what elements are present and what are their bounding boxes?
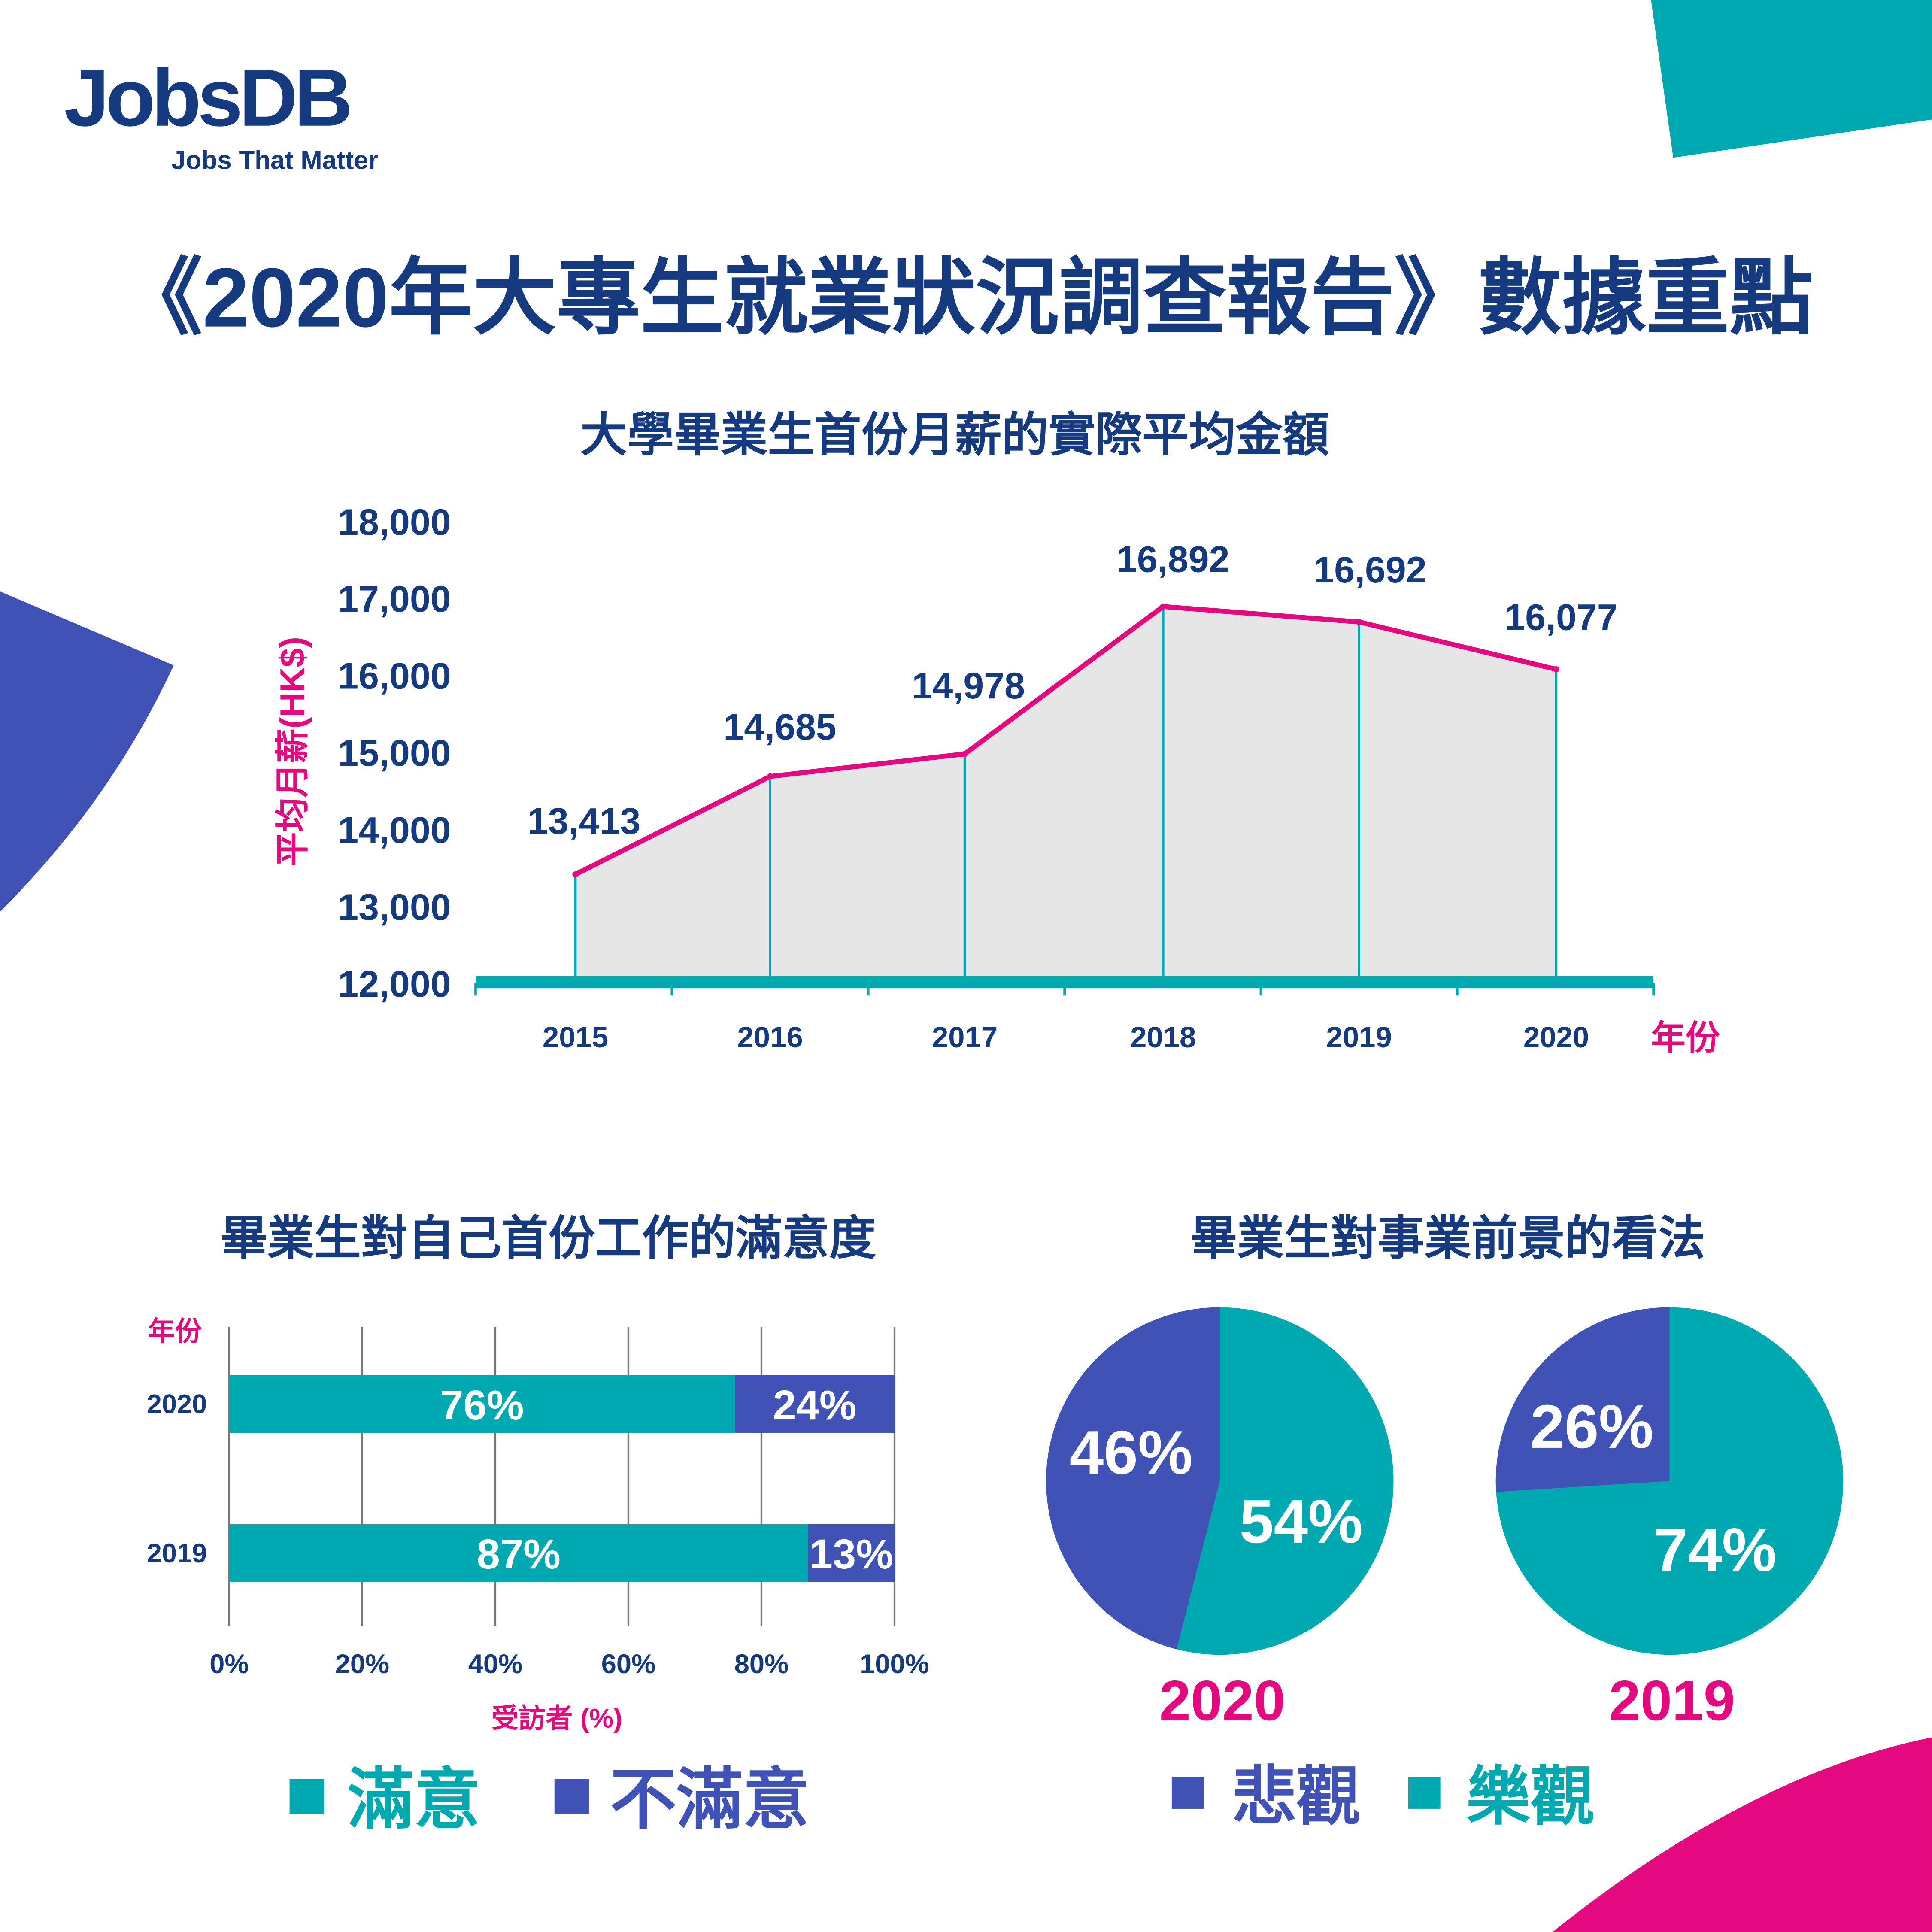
data-label: 16,892 bbox=[1116, 539, 1229, 580]
logo: JobsDB bbox=[64, 52, 349, 143]
outlook-chart-title: 畢業生對事業前景的看法 bbox=[1190, 1212, 1705, 1265]
y-tick-label: 13,000 bbox=[338, 887, 451, 928]
x-tick-label: 100% bbox=[860, 1649, 929, 1679]
pie-year-label: 2020 bbox=[1159, 1668, 1286, 1732]
y-tick-label: 2020 bbox=[147, 1389, 207, 1419]
salary-line-chart: 12,000 13,000 14,000 15,000 16,000 17,000 18,0… bbox=[338, 502, 1655, 1054]
bar-segment bbox=[229, 1524, 808, 1582]
purple-side-shape bbox=[0, 591, 174, 912]
data-label: 14,978 bbox=[912, 665, 1025, 707]
data-label: 14,685 bbox=[723, 707, 836, 748]
legend-label-unsatisfied: 不滿意 bbox=[610, 1762, 810, 1836]
bar-label: 76% bbox=[440, 1382, 524, 1429]
data-point bbox=[961, 751, 968, 757]
salary-line bbox=[574, 604, 1557, 877]
pink-corner-shape bbox=[1552, 1737, 1932, 1932]
x-tick-label: 40% bbox=[468, 1649, 522, 1679]
x-tick-label: 2018 bbox=[1130, 1021, 1196, 1054]
bar-label: 13% bbox=[810, 1531, 893, 1577]
y-tick-label: 15,000 bbox=[338, 733, 451, 774]
data-label: 13,413 bbox=[528, 801, 640, 842]
satisfaction-y-axis-label: 年份 bbox=[148, 1316, 202, 1347]
legend-swatch-optimistic bbox=[1408, 1777, 1441, 1809]
bar-label: 24% bbox=[773, 1382, 856, 1429]
x-tick-label: 2016 bbox=[737, 1021, 803, 1054]
satisfaction-bar-chart: 0% 20% 40% 60% 80% 100% 2020 76% 24% 2019 87% 13% bbox=[147, 1327, 929, 1679]
x-tick-label: 2017 bbox=[932, 1021, 998, 1054]
pie-label: 54% bbox=[1240, 1487, 1363, 1556]
pie-label: 74% bbox=[1653, 1516, 1777, 1584]
x-tick-label: 60% bbox=[601, 1649, 655, 1679]
y-tick-label: 14,000 bbox=[338, 810, 451, 851]
data-label: 16,077 bbox=[1504, 597, 1617, 638]
salary-y-axis-label: 平均月薪(HK$) bbox=[273, 637, 312, 867]
bar-label: 87% bbox=[477, 1531, 561, 1577]
pie-year-label: 2019 bbox=[1609, 1668, 1735, 1732]
data-point bbox=[767, 773, 773, 780]
data-point bbox=[1553, 666, 1559, 673]
pie-slice-pessimistic bbox=[1046, 1307, 1220, 1650]
y-tick-label: 12,000 bbox=[338, 964, 451, 1005]
x-tick-label: 2015 bbox=[543, 1021, 608, 1054]
y-tick-label: 2019 bbox=[147, 1538, 207, 1568]
area-fill bbox=[575, 607, 1556, 983]
data-point bbox=[1356, 619, 1362, 625]
x-tick-label: 20% bbox=[335, 1649, 389, 1679]
teal-corner-shape bbox=[1651, 0, 1932, 158]
x-tick-label: 80% bbox=[734, 1649, 789, 1679]
data-label: 16,692 bbox=[1313, 549, 1426, 591]
legend-swatch-unsatisfied bbox=[554, 1779, 589, 1814]
data-point bbox=[572, 871, 579, 878]
pie-label: 26% bbox=[1530, 1392, 1653, 1461]
salary-x-axis-label: 年份 bbox=[1651, 1019, 1720, 1058]
bar-segment bbox=[808, 1524, 895, 1582]
x-tick-label: 0% bbox=[209, 1649, 249, 1679]
satisfaction-x-axis-label: 受訪者 (%) bbox=[491, 1703, 622, 1733]
salary-chart-title: 大學畢業生首份月薪的實際平均金額 bbox=[580, 409, 1329, 461]
pie-slice-pessimistic bbox=[1495, 1307, 1670, 1492]
x-tick-label: 2020 bbox=[1523, 1021, 1589, 1054]
legend-label-optimistic: 樂觀 bbox=[1466, 1761, 1595, 1832]
outlook-pie-charts: 46% 54% 2020 26%74% 2019 bbox=[1046, 1307, 1844, 1732]
data-point bbox=[1160, 603, 1166, 610]
y-tick-label: 17,000 bbox=[338, 579, 451, 620]
y-tick-label: 16,000 bbox=[338, 656, 451, 697]
x-tick-label: 2019 bbox=[1326, 1021, 1392, 1054]
pie-label: 46% bbox=[1069, 1418, 1192, 1487]
legend-label-satisfied: 滿意 bbox=[347, 1762, 480, 1836]
legend-label-pessimistic: 悲觀 bbox=[1232, 1761, 1361, 1832]
page-title: 《2020年大專生就業狀況調查報告》數據重點 bbox=[119, 251, 1814, 345]
satisfaction-chart-title: 畢業生對自己首份工作的滿意度 bbox=[221, 1212, 876, 1265]
bar-segment bbox=[734, 1375, 895, 1433]
legend-swatch-satisfied bbox=[289, 1779, 324, 1814]
legend-swatch-pessimistic bbox=[1171, 1777, 1204, 1809]
bar-segment bbox=[229, 1375, 735, 1433]
logo-tagline: Jobs That Matter bbox=[171, 145, 378, 174]
y-tick-label: 18,000 bbox=[338, 502, 451, 543]
